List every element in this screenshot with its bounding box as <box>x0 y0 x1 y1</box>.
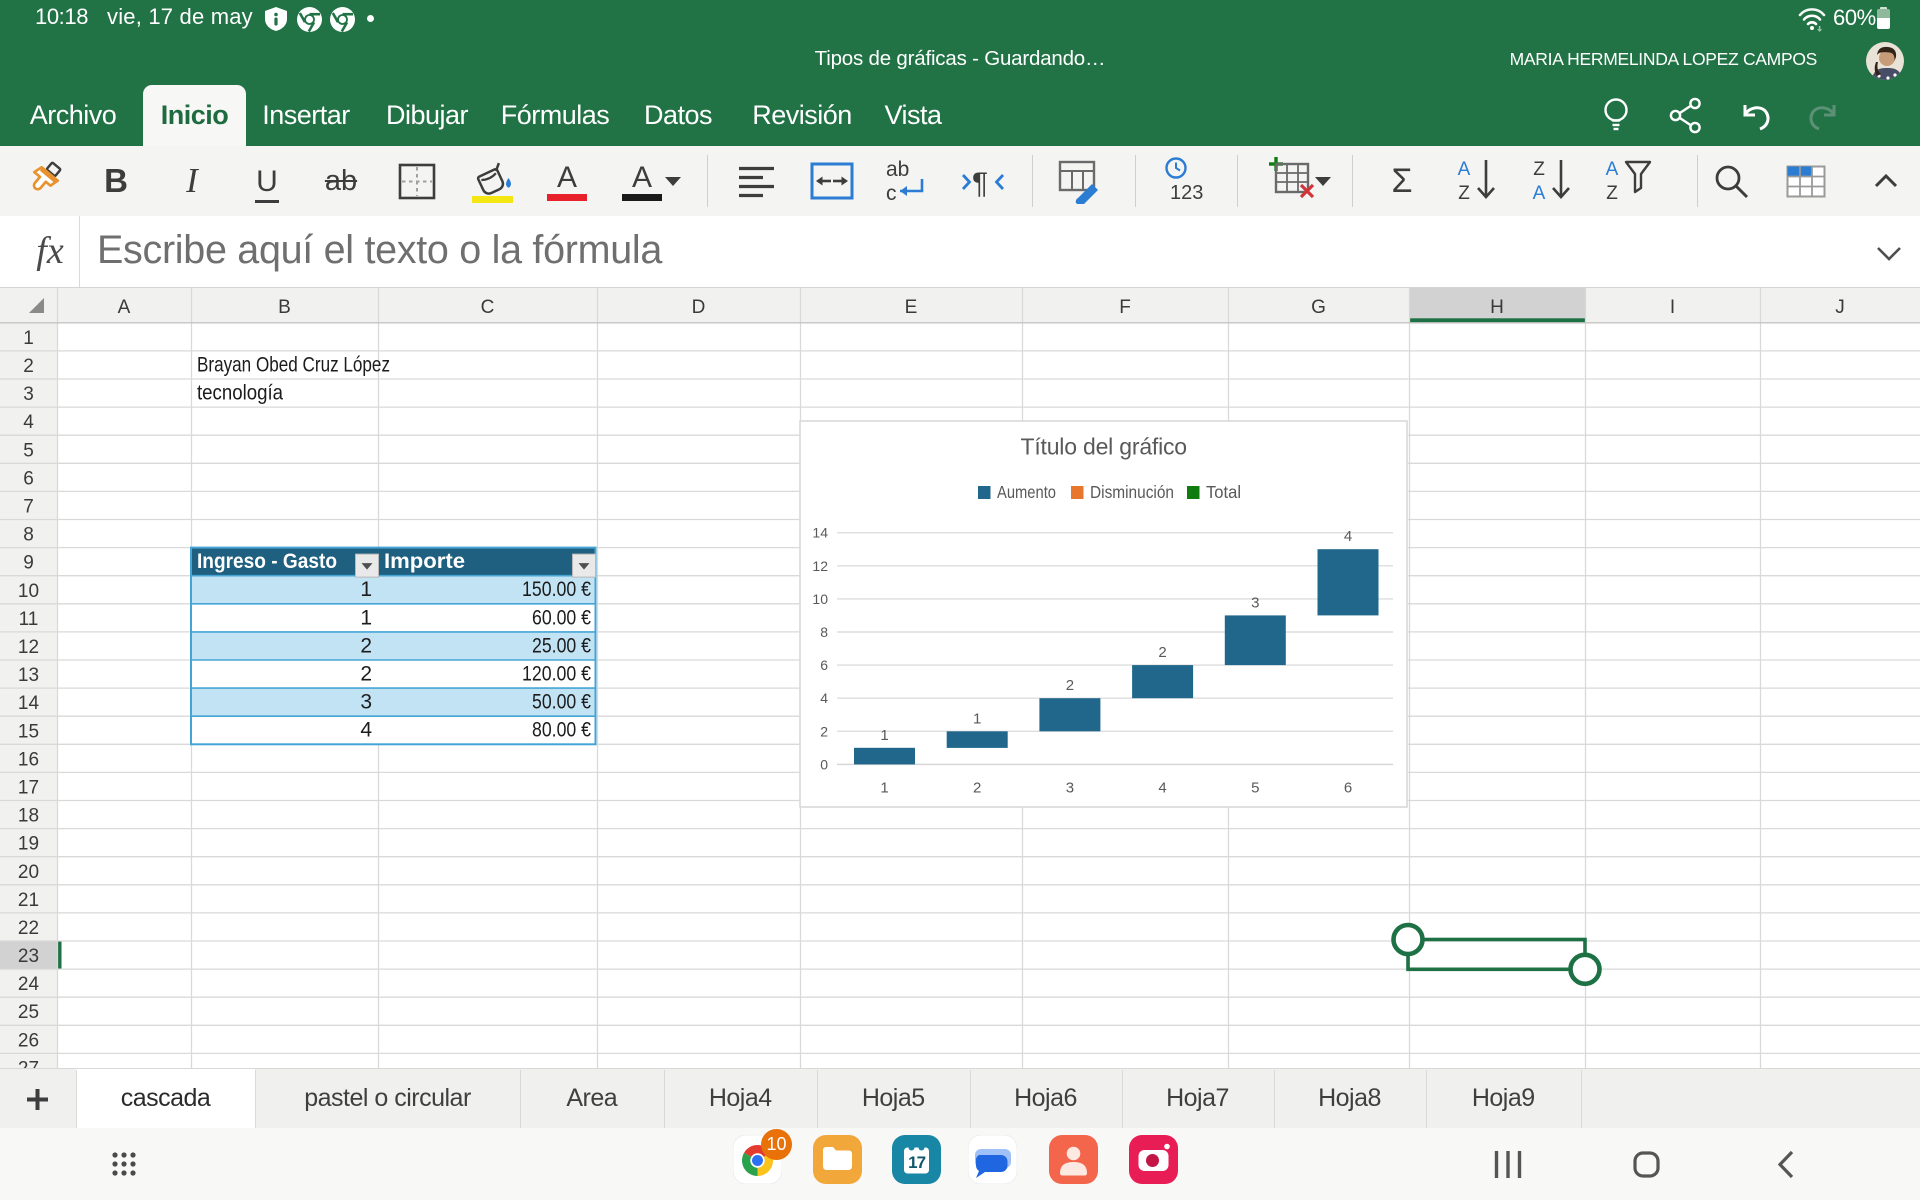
svg-text:I: I <box>1670 297 1675 318</box>
svg-text:27: 27 <box>18 1059 39 1069</box>
svg-text:3: 3 <box>360 691 372 714</box>
svg-text:A: A <box>1533 183 1546 204</box>
svg-text:2: 2 <box>360 663 372 686</box>
svg-text:17: 17 <box>908 1153 925 1172</box>
svg-text:1: 1 <box>23 328 34 349</box>
svg-text:E: E <box>905 297 918 318</box>
svg-text:2: 2 <box>1066 677 1074 694</box>
svg-text:2: 2 <box>360 634 372 657</box>
svg-text:8: 8 <box>23 525 34 546</box>
svg-text:25: 25 <box>18 1002 39 1023</box>
svg-text:10: 10 <box>18 581 39 602</box>
svg-text:6: 6 <box>1344 779 1352 796</box>
svg-text:6: 6 <box>23 468 34 489</box>
svg-text:7: 7 <box>23 497 34 518</box>
svg-text:1: 1 <box>880 727 888 744</box>
svg-text:120.00 €: 120.00 € <box>522 663 591 686</box>
svg-text:14: 14 <box>18 693 40 714</box>
svg-text:18: 18 <box>18 806 39 827</box>
svg-text:A: A <box>1458 159 1471 180</box>
svg-text:4: 4 <box>820 690 828 706</box>
svg-text:Aumento: Aumento <box>997 482 1056 502</box>
svg-text:2: 2 <box>1158 644 1166 661</box>
svg-text:123: 123 <box>1170 182 1203 204</box>
svg-text:C: C <box>481 297 495 318</box>
svg-text:3: 3 <box>1066 779 1074 796</box>
svg-text:6: 6 <box>820 657 828 673</box>
svg-text:9: 9 <box>23 553 34 574</box>
svg-text:1: 1 <box>360 606 372 629</box>
svg-text:4: 4 <box>360 719 372 742</box>
svg-text:ab: ab <box>886 158 909 181</box>
svg-text:Z: Z <box>1458 183 1470 204</box>
svg-text:A: A <box>1606 159 1619 180</box>
svg-text:c: c <box>886 182 897 205</box>
svg-text:11: 11 <box>19 609 39 630</box>
svg-text:15: 15 <box>18 721 39 742</box>
svg-text:12: 12 <box>812 558 828 574</box>
svg-text:21: 21 <box>18 890 39 911</box>
svg-text:17: 17 <box>18 778 39 799</box>
svg-text:H: H <box>1490 297 1504 318</box>
svg-text:26: 26 <box>18 1030 39 1051</box>
svg-text:Ingreso - Gasto: Ingreso - Gasto <box>197 550 337 573</box>
svg-text:Total: Total <box>1206 482 1241 502</box>
svg-text:F: F <box>1119 297 1131 318</box>
svg-text:4: 4 <box>1344 528 1352 545</box>
svg-text:60.00 €: 60.00 € <box>532 606 591 629</box>
svg-text:¶: ¶ <box>972 167 988 200</box>
svg-text:4: 4 <box>23 412 34 433</box>
svg-text:Z: Z <box>1533 159 1545 180</box>
svg-text:150.00 €: 150.00 € <box>522 578 591 601</box>
svg-text:13: 13 <box>18 665 39 686</box>
svg-text:D: D <box>692 297 706 318</box>
svg-text:A: A <box>118 297 131 318</box>
svg-text:5: 5 <box>23 440 34 461</box>
svg-text:J: J <box>1835 297 1845 318</box>
svg-text:8: 8 <box>820 624 828 640</box>
svg-text:80.00 €: 80.00 € <box>532 719 591 742</box>
svg-text:2: 2 <box>820 723 828 739</box>
svg-text:2: 2 <box>23 356 34 377</box>
svg-text:2: 2 <box>973 779 981 796</box>
svg-text:B: B <box>278 297 291 318</box>
svg-text:1: 1 <box>973 710 981 727</box>
svg-text:25.00 €: 25.00 € <box>532 634 591 657</box>
svg-text:0: 0 <box>820 756 828 772</box>
svg-text:Brayan Obed Cruz López: Brayan Obed Cruz López <box>197 353 390 376</box>
svg-text:12: 12 <box>18 637 39 658</box>
svg-text:3: 3 <box>23 384 34 405</box>
svg-text:3: 3 <box>1251 594 1259 611</box>
svg-text:Importe: Importe <box>384 550 465 573</box>
svg-text:19: 19 <box>18 834 39 855</box>
svg-text:5: 5 <box>1251 779 1259 796</box>
svg-text:1: 1 <box>880 779 888 796</box>
svg-text:tecnología: tecnología <box>197 382 283 405</box>
svg-text:22: 22 <box>18 918 39 939</box>
svg-text:Z: Z <box>1606 183 1618 204</box>
svg-text:1: 1 <box>360 578 372 601</box>
svg-text:4: 4 <box>1158 779 1166 796</box>
svg-text:24: 24 <box>18 974 40 995</box>
svg-text:G: G <box>1311 297 1326 318</box>
svg-text:20: 20 <box>18 862 39 883</box>
svg-text:10: 10 <box>812 591 828 607</box>
svg-text:16: 16 <box>18 749 39 770</box>
svg-text:50.00 €: 50.00 € <box>532 691 591 714</box>
svg-text:Disminución: Disminución <box>1090 482 1174 502</box>
svg-text:14: 14 <box>812 525 828 541</box>
svg-text:Título del gráfico: Título del gráfico <box>1020 433 1186 459</box>
svg-text:23: 23 <box>18 946 39 967</box>
